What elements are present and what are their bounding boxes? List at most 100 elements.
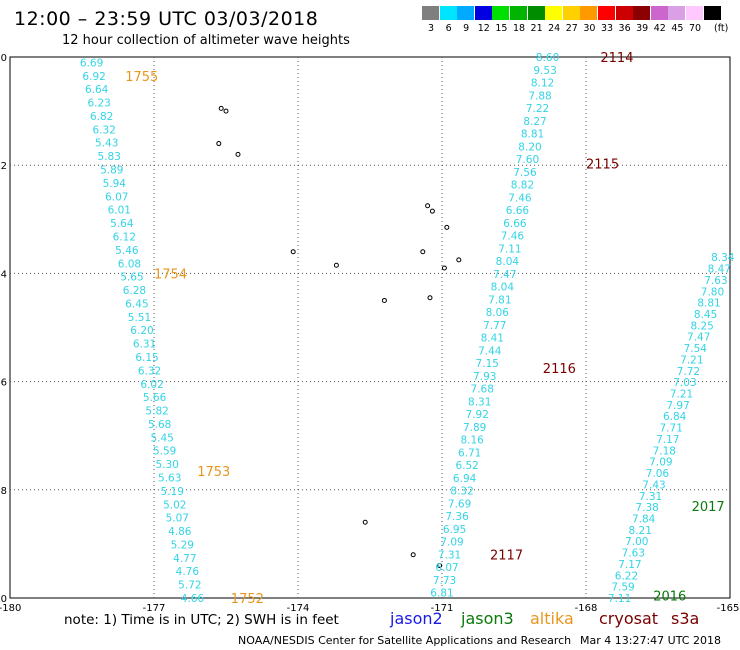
legend-tick-label: 21 (530, 23, 543, 34)
legend-swatch (510, 6, 527, 20)
island-outline (362, 519, 368, 525)
time-label: 1753 (197, 465, 230, 480)
legend-tick-label: 45 (671, 23, 684, 34)
satellite-name: jason2 (390, 609, 443, 628)
wave-height-value: 6.45 (125, 298, 148, 310)
time-label: 2117 (490, 549, 523, 564)
wave-height-value: 7.38 (635, 502, 658, 514)
island-outline (441, 265, 447, 271)
legend-tick-label: 3 (427, 23, 435, 34)
wave-height-value: 7.46 (501, 231, 525, 243)
wave-height-value: 5.51 (128, 312, 151, 324)
wave-height-value: 7.17 (656, 434, 679, 446)
credit-line: NOAA/NESDIS Center for Satellite Applica… (238, 634, 572, 647)
wave-height-value: 8.04 (491, 282, 515, 294)
wave-height-value: 8.60 (536, 52, 559, 64)
wave-height-value: 5.64 (110, 218, 134, 230)
wave-height-value: 7.43 (642, 479, 665, 491)
wave-height-value: 8.81 (521, 129, 544, 141)
wave-height-value: 6.64 (85, 84, 109, 96)
wave-height-value: 5.63 (158, 472, 181, 484)
wave-height-value: 5.30 (156, 459, 179, 471)
wave-height-value: 7.60 (516, 154, 539, 166)
y-tick-label: -8 (0, 486, 7, 497)
legend-tick-label: 36 (618, 23, 631, 34)
wave-height-value: 8.25 (690, 320, 713, 332)
island-outline (444, 224, 450, 230)
wave-height-value: 5.07 (166, 513, 189, 525)
wave-height-value: 7.03 (673, 377, 696, 389)
wave-height-value: 5.59 (153, 446, 176, 458)
legend-swatch (457, 6, 475, 20)
satellite-name: jason3 (461, 609, 514, 628)
x-tick-label: -168 (575, 603, 598, 614)
wave-height-value: 8.31 (468, 396, 491, 408)
y-tick-label: 0 (1, 53, 7, 64)
legend-tick-label: 12 (477, 23, 490, 34)
timestamp: Mar 4 13:27:47 UTC 2018 (580, 634, 721, 647)
legend-tick-label: 15 (495, 23, 508, 34)
time-label: 1752 (231, 592, 264, 607)
island-outline (216, 141, 222, 147)
legend-swatch (615, 6, 633, 20)
island-outline (333, 262, 339, 268)
wave-height-value: 4.66 (181, 593, 205, 605)
wave-height-value: 7.80 (701, 286, 724, 298)
wave-height-value: 6.92 (82, 71, 105, 83)
x-tick-label: -174 (287, 603, 310, 614)
wave-height-value: 7.69 (448, 498, 471, 510)
wave-height-value: 7.63 (622, 548, 645, 560)
wave-height-value: 6.20 (130, 325, 153, 337)
wave-height-value: 7.97 (666, 400, 689, 412)
wave-height-value: 7.47 (687, 332, 710, 344)
wave-height-value: 8.20 (518, 141, 541, 153)
wave-height-value: 7.21 (680, 354, 703, 366)
wave-height-value: 7.22 (526, 103, 549, 115)
wave-height-value: 6.52 (455, 460, 478, 472)
wave-height-value: 6.28 (123, 285, 146, 297)
time-label: 1755 (125, 70, 158, 85)
wave-height-value: 5.46 (115, 245, 139, 257)
legend-unit: (ft) (714, 23, 729, 34)
wave-height-value: 7.56 (513, 167, 537, 179)
y-tick-label: -6 (0, 378, 7, 389)
wave-height-value: 4.77 (173, 553, 196, 565)
legend-swatch (686, 6, 703, 20)
legend-tick-label: 70 (688, 23, 702, 34)
wave-height-value: 7.21 (670, 389, 693, 401)
legend-swatch (422, 6, 439, 20)
wave-height-value: 9.53 (533, 65, 556, 77)
wave-height-value: 5.43 (95, 138, 118, 150)
legend-swatch (545, 6, 563, 20)
time-label: 2016 (653, 589, 686, 604)
wave-height-value: 7.31 (639, 491, 662, 503)
y-tick-label: -2 (0, 161, 7, 172)
legend-tick-label: 42 (653, 23, 666, 34)
wave-height-value: 5.94 (103, 178, 127, 190)
page-subtitle: 12 hour collection of altimeter wave hei… (62, 33, 350, 48)
wave-height-value: 6.01 (108, 205, 131, 217)
satellite-name: s3a (671, 609, 700, 628)
wave-height-value: 7.72 (677, 366, 700, 378)
wave-height-value: 6.66 (503, 218, 527, 230)
wave-height-value: 5.19 (161, 486, 184, 498)
wave-height-value: 4.86 (168, 526, 192, 538)
wave-height-value: 7.47 (493, 269, 516, 281)
legend-swatch (439, 6, 457, 20)
x-tick-label: -171 (431, 603, 454, 614)
wave-height-value: 7.88 (528, 90, 551, 102)
wave-height-value: 7.89 (463, 422, 486, 434)
wave-height-value: 7.71 (660, 423, 683, 435)
wave-height-value: 6.69 (80, 57, 103, 69)
time-label: 2017 (692, 500, 725, 515)
wave-height-value: 7.17 (618, 559, 641, 571)
wave-height-value: 5.02 (163, 499, 186, 511)
wave-height-value: 7.31 (438, 549, 461, 561)
wave-height-value: 5.83 (98, 151, 121, 163)
wave-height-value: 8.41 (481, 333, 504, 345)
wave-height-value: 6.71 (458, 447, 481, 459)
wave-height-value: 7.59 (611, 582, 634, 594)
wave-height-value: 8.47 (708, 264, 731, 276)
legend-swatch (474, 6, 492, 20)
